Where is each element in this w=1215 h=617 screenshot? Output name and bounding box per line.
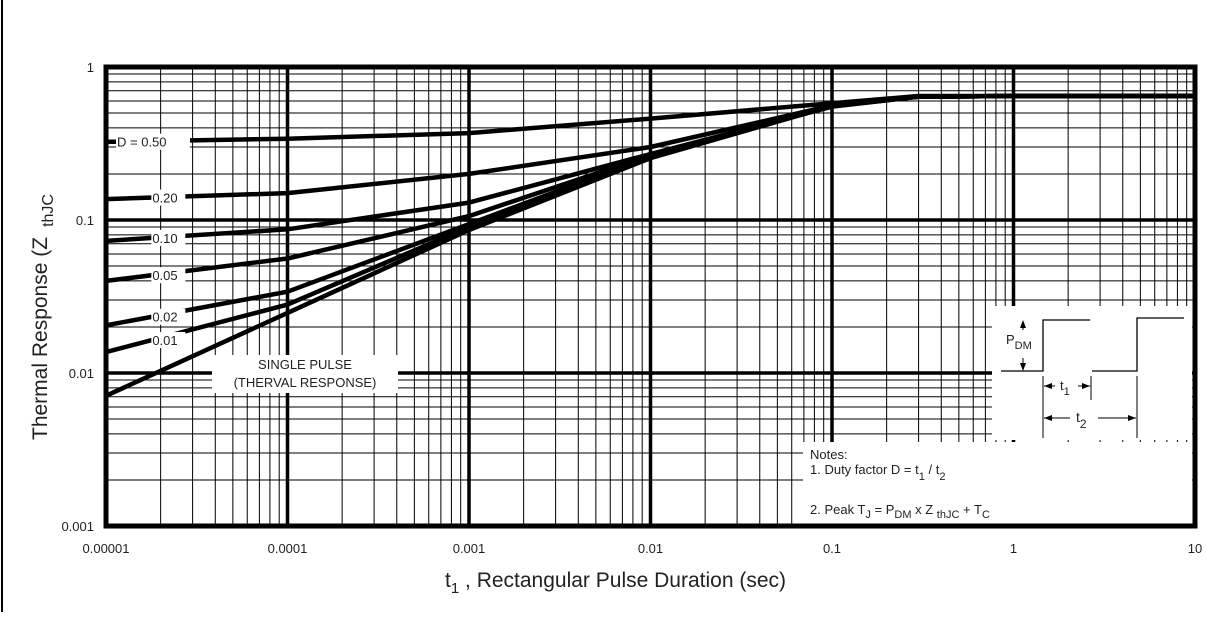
series-label-bg [151,267,186,284]
series-label: 0.20 [152,191,177,206]
x-tick-label: 1 [1010,541,1017,556]
series-label-bg [151,331,186,348]
series-label: 0.10 [152,231,177,246]
series-label: 0.02 [152,310,177,325]
notes-title: Notes: [810,447,848,462]
x-tick-label: 0.0001 [268,541,308,556]
x-tick-label: 0.1 [823,541,841,556]
x-axis-label: t1 , Rectangular Pulse Duration (sec) [445,569,786,597]
note-1: 1. Duty factor D = t1 / t2 [810,462,945,483]
notes-box: Notes: 1. Duty factor D = t1 / t2 2. Pea… [803,442,1192,524]
t1-label: t1 [1060,378,1070,398]
single-pulse-label: SINGLE PULSE [258,357,352,372]
series-label-bg [116,133,191,150]
pulse-diagram: PDM t1 t2 [992,306,1192,440]
x-tick-label: 0.00001 [83,541,130,556]
t2-label: t2 [1076,409,1087,431]
series-label: 0.01 [152,333,177,348]
series-label: D = 0.50 [117,135,167,150]
x-tick-label: 10 [1188,541,1202,556]
y-tick-label: 1 [87,60,94,75]
series-line [105,93,1195,398]
y-tick-label: 0.01 [69,366,94,381]
x-tick-label: 0.01 [638,541,663,556]
plot-frame [103,64,1198,529]
pdm-label: PDM [1006,332,1032,352]
series-label-bg [151,308,186,325]
y-tick-label: 0.1 [76,213,94,228]
curve-labels: D = 0.50 0.20 0.10 0.05 0.02 0.01 [116,133,191,348]
tick-labels: 0.00001 0.0001 0.001 0.01 0.1 1 10 1 0.1 0.01 0.00… [61,60,1202,556]
single-pulse-sublabel: (THERVAL RESPONSE) [234,375,377,390]
y-axis-label: Thermal Response (ZthJC [29,194,57,440]
y-tick-label: 0.001 [61,519,94,534]
note-2: 2. Peak TJ = PDM x Z thJC + TC [810,502,990,521]
series-label-bg [151,229,186,246]
x-tick-label: 0.001 [453,541,486,556]
series-label: 0.05 [152,268,177,283]
curves [105,93,1195,398]
series-label-bg [151,189,186,206]
single-pulse-annotation: SINGLE PULSE (THERVAL RESPONSE) [212,355,398,393]
